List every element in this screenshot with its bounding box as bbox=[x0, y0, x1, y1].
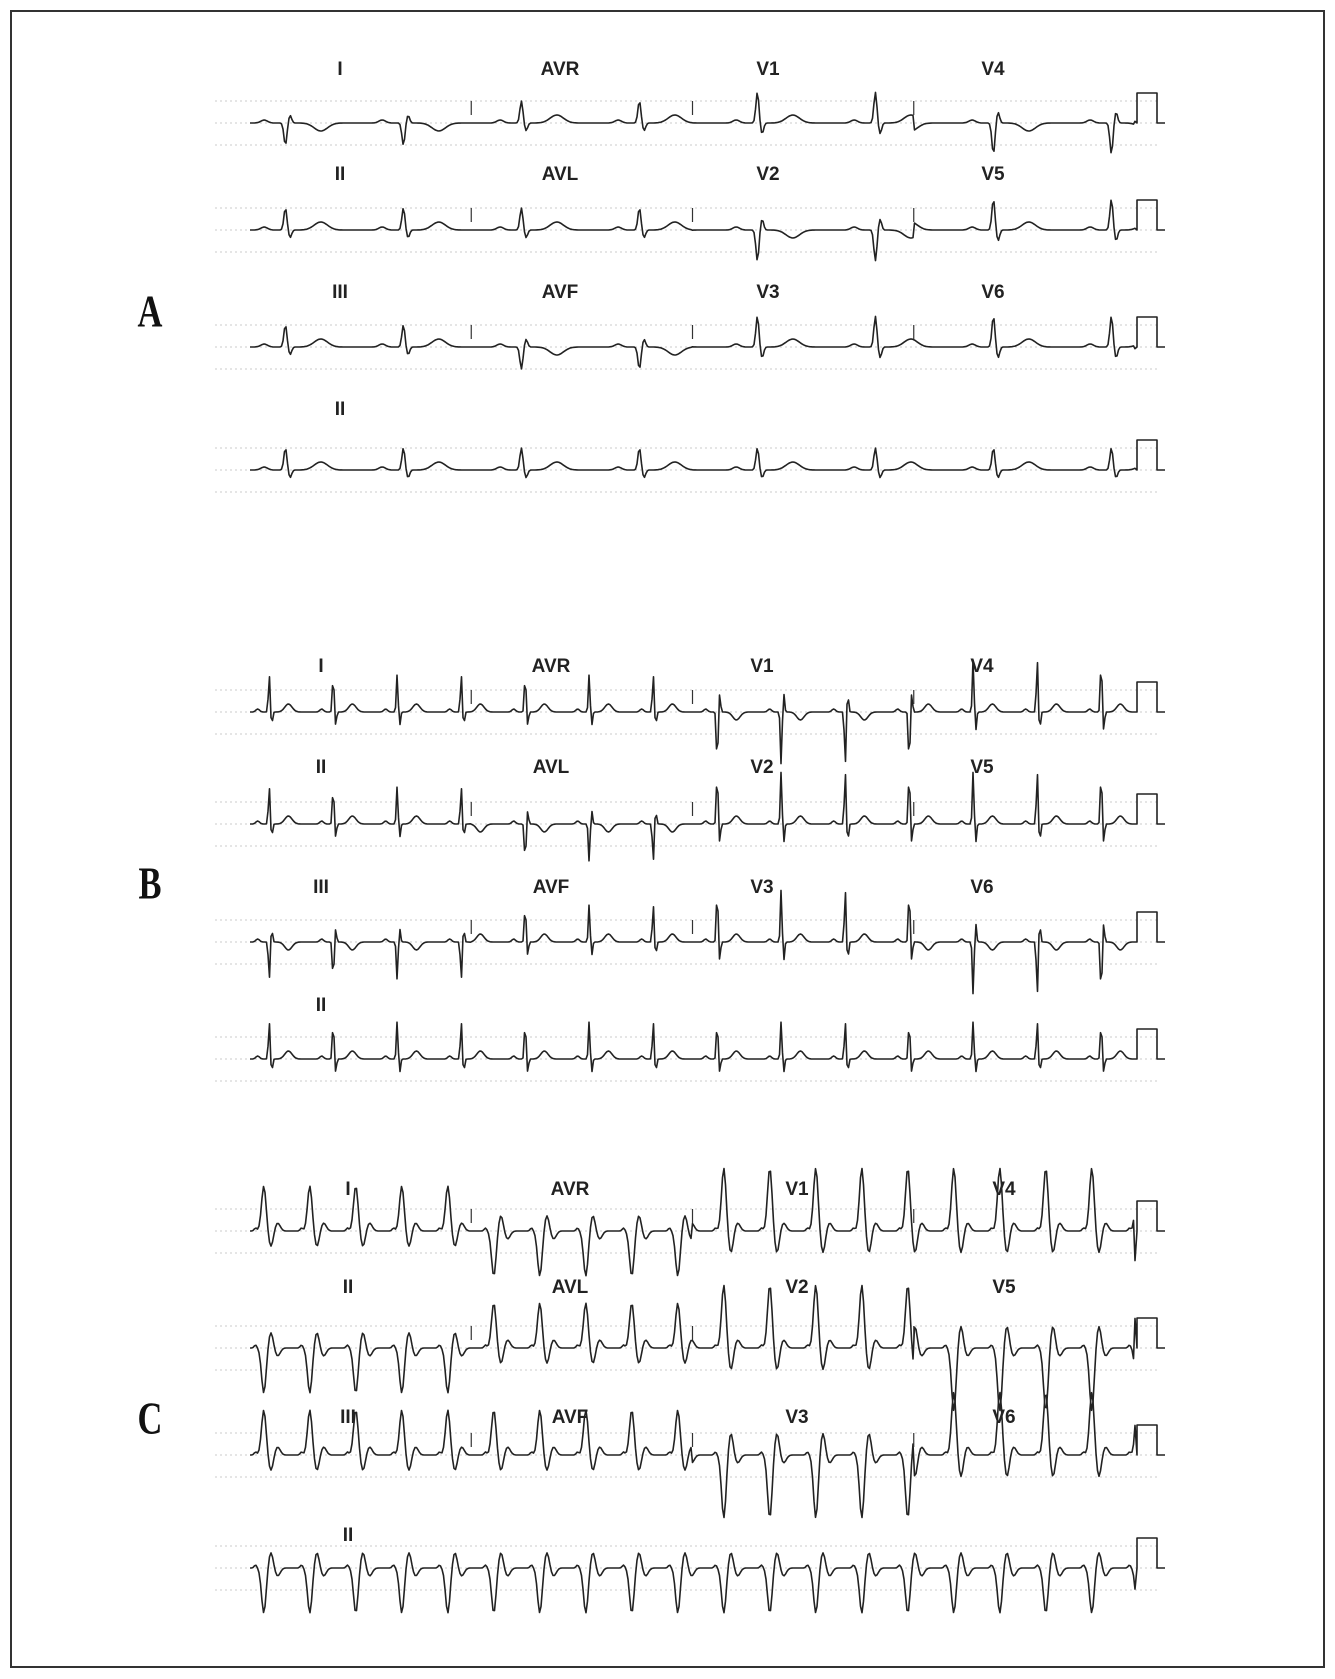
lead-label: II bbox=[343, 1277, 354, 1298]
lead-label: AVL bbox=[552, 1277, 589, 1298]
lead-label: V3 bbox=[756, 282, 779, 303]
panel-label: A bbox=[138, 286, 163, 337]
panel-label: B bbox=[138, 858, 161, 909]
lead-label: V2 bbox=[750, 757, 773, 778]
lead-label: II bbox=[316, 995, 327, 1016]
lead-label: V1 bbox=[750, 656, 774, 677]
lead-label: III bbox=[340, 1407, 356, 1428]
ecg-trace bbox=[250, 315, 1165, 370]
lead-label: AVR bbox=[551, 1179, 590, 1200]
lead-label: V6 bbox=[981, 282, 1004, 303]
lead-label: V4 bbox=[981, 59, 1005, 80]
lead-label: I bbox=[337, 59, 342, 80]
lead-label: AVR bbox=[532, 656, 571, 677]
lead-label: V1 bbox=[785, 1179, 809, 1200]
lead-label: II bbox=[343, 1525, 354, 1546]
lead-label: III bbox=[332, 282, 348, 303]
lead-label: V1 bbox=[756, 59, 780, 80]
ecg-trace bbox=[250, 439, 1165, 479]
ecg-trace bbox=[250, 889, 1165, 995]
ecg-trace bbox=[250, 1391, 1165, 1519]
lead-label: AVL bbox=[533, 757, 570, 778]
lead-label: I bbox=[345, 1179, 350, 1200]
lead-label: V4 bbox=[970, 656, 994, 677]
ecg-trace bbox=[250, 91, 1165, 154]
lead-label: V6 bbox=[992, 1407, 1015, 1428]
lead-label: V5 bbox=[992, 1277, 1016, 1298]
lead-label: II bbox=[316, 757, 327, 778]
lead-label: V4 bbox=[992, 1179, 1016, 1200]
ecg-trace bbox=[250, 1537, 1165, 1614]
lead-label: V2 bbox=[785, 1277, 808, 1298]
lead-label: V2 bbox=[756, 164, 779, 185]
lead-label: AVR bbox=[541, 59, 580, 80]
lead-label: V5 bbox=[981, 164, 1005, 185]
lead-label: II bbox=[335, 399, 346, 420]
ecg-trace bbox=[250, 1167, 1165, 1277]
ecg-trace bbox=[250, 1284, 1165, 1412]
ecg-trace bbox=[250, 199, 1165, 262]
lead-label: V6 bbox=[970, 877, 993, 898]
frame bbox=[10, 10, 1325, 1668]
ecg-trace bbox=[250, 1021, 1165, 1073]
ecg-trace bbox=[250, 771, 1165, 862]
lead-label: V3 bbox=[750, 877, 773, 898]
lead-label: AVF bbox=[542, 282, 579, 303]
lead-label: AVF bbox=[533, 877, 570, 898]
lead-label: II bbox=[335, 164, 346, 185]
lead-label: AVF bbox=[552, 1407, 589, 1428]
ecg-trace bbox=[250, 659, 1165, 765]
panel-label: C bbox=[138, 1393, 163, 1444]
lead-label: V3 bbox=[785, 1407, 808, 1428]
lead-label: I bbox=[318, 656, 323, 677]
lead-label: AVL bbox=[542, 164, 579, 185]
lead-label: III bbox=[313, 877, 329, 898]
lead-label: V5 bbox=[970, 757, 994, 778]
